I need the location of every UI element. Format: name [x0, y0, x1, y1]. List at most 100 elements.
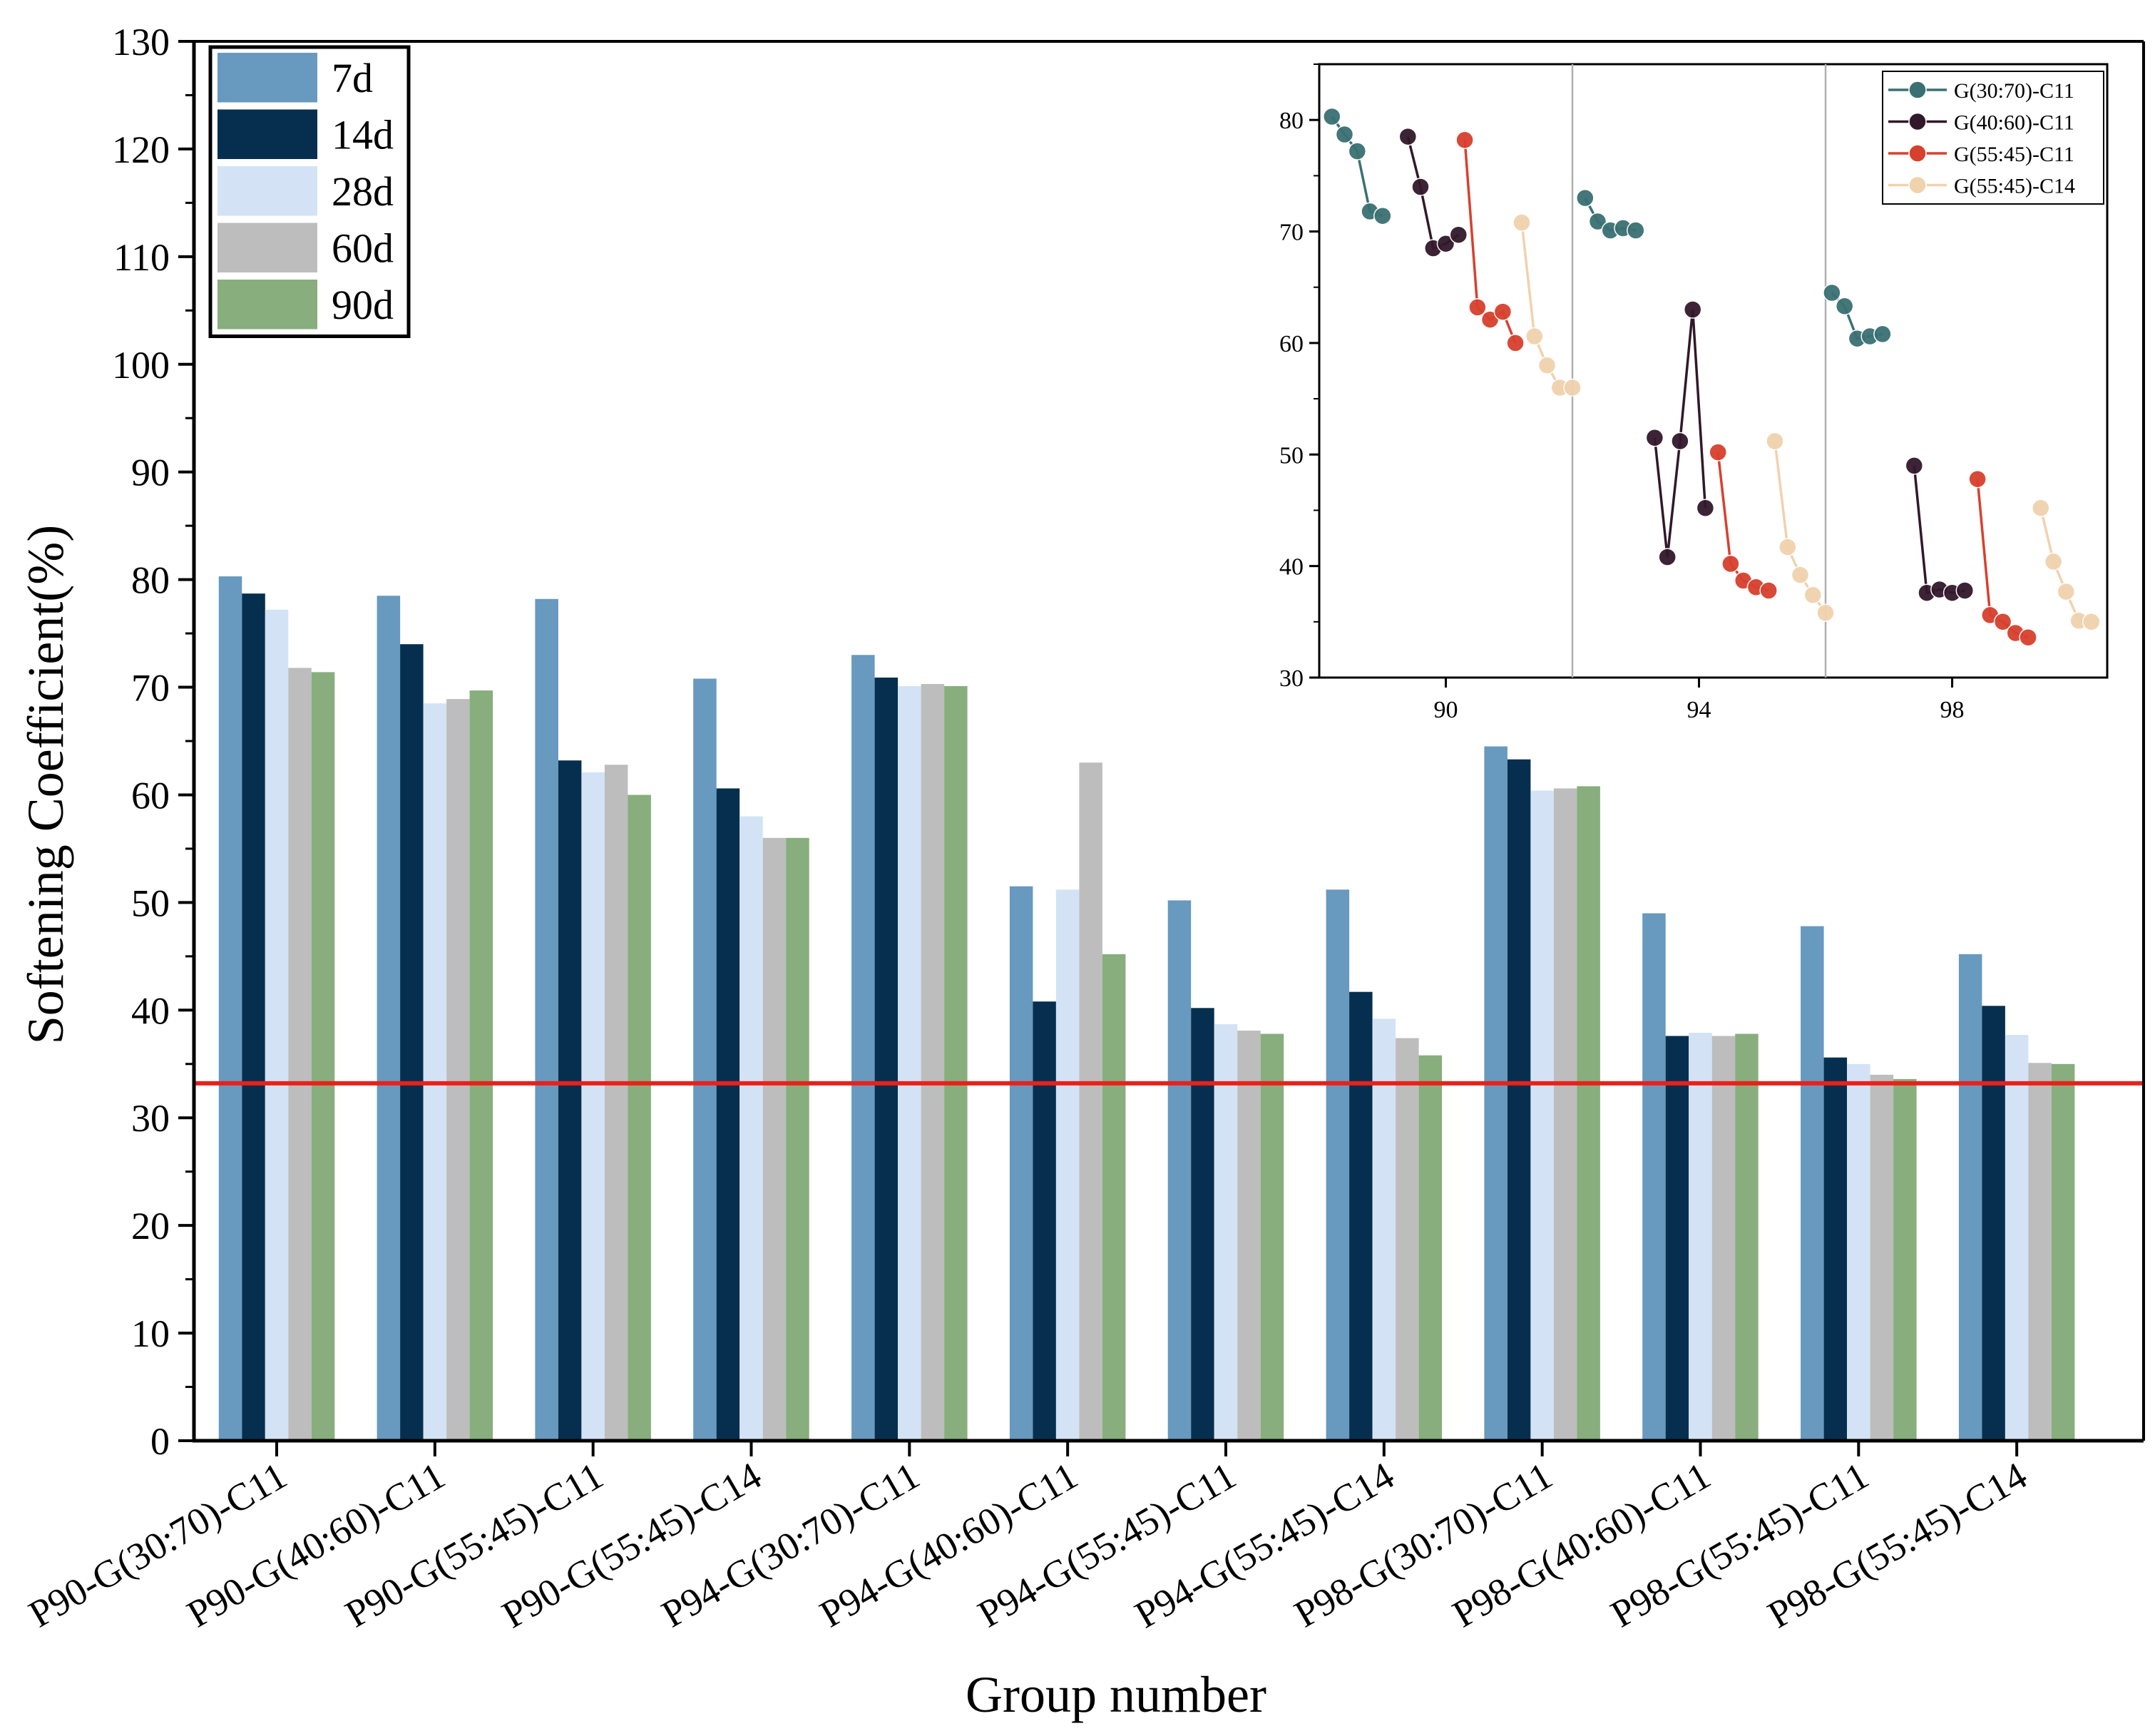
bar-7d-p94-g-55-45-c14 [1326, 889, 1350, 1441]
bar-14d-p94-g-30-70-c11 [874, 678, 899, 1441]
bar-90d-p94-g-40-60-c11 [1102, 954, 1126, 1441]
bar-90d-p98-g-55-45-c14 [2051, 1063, 2075, 1441]
inset-point-g-55-45-c14-4-3 [1537, 356, 1557, 374]
bar-14d-p90-g-40-60-c11 [400, 644, 424, 1441]
bar-60d-p94-g-55-45-c14 [1396, 1038, 1419, 1441]
bar-90d-p90-g-30-70-c11 [311, 672, 335, 1441]
bar-7d-p94-g-55-45-c11 [1167, 900, 1192, 1441]
inset-legend-marker-g-40-60-c11-2 [1908, 112, 1927, 131]
inset-point-g-55-45-c11-11-3 [1993, 613, 2012, 631]
bar-7d-p94-g-40-60-c11 [1009, 886, 1033, 1441]
bar-7d-p94-g-30-70-c11 [851, 655, 875, 1441]
legend-label-90d: 90d [332, 282, 394, 328]
bar-14d-p90-g-55-45-c11 [558, 760, 582, 1441]
inset-point-g-30-70-c11-1-3 [1348, 142, 1367, 160]
inset-legend-marker-g-55-45-c11-3 [1908, 144, 1927, 163]
legend-swatch-7d [217, 53, 317, 103]
bar-14d-p98-g-40-60-c11 [1665, 1036, 1689, 1441]
bar-7d-p98-g-55-45-c14 [1958, 954, 1982, 1441]
bar-90d-p90-g-55-45-c14 [786, 837, 809, 1441]
y-tick-label-110: 110 [113, 236, 170, 279]
x-tick-label-p98-g-30-70-c11: P98-G(30:70)-C11 [1287, 1454, 1560, 1635]
y-tick-label-60: 60 [131, 774, 170, 817]
inset-point-g-40-60-c11-6-3 [1671, 432, 1689, 451]
inset-y-tick-label-40: 40 [1279, 554, 1304, 581]
bar-60d-p90-g-40-60-c11 [446, 699, 470, 1441]
bar-28d-p90-g-30-70-c11 [265, 609, 289, 1441]
bar-90d-p90-g-55-45-c11 [628, 795, 651, 1441]
bar-60d-p98-g-40-60-c11 [1711, 1036, 1736, 1441]
inset-point-g-40-60-c11-6-2 [1658, 548, 1677, 566]
bar-14d-p98-g-30-70-c11 [1507, 759, 1531, 1441]
inset-point-g-30-70-c11-1-1 [1323, 107, 1341, 126]
bar-90d-p94-g-55-45-c11 [1260, 1033, 1284, 1441]
bar-7d-p90-g-30-70-c11 [218, 576, 242, 1441]
inset-point-g-40-60-c11-6-5 [1696, 499, 1715, 518]
inset-point-g-40-60-c11-6-1 [1645, 429, 1664, 447]
y-tick-label-30: 30 [131, 1097, 170, 1140]
inset-legend-marker-g-55-45-c14-4 [1908, 175, 1927, 195]
y-tick-label-100: 100 [112, 344, 170, 387]
bar-14d-p90-g-55-45-c14 [716, 788, 740, 1441]
bar-90d-p94-g-30-70-c11 [944, 686, 968, 1441]
y-tick-label-120: 120 [112, 128, 170, 171]
x-axis-title: Group number [966, 1666, 1266, 1723]
inset-point-g-55-45-c14-8-5 [1816, 603, 1835, 623]
bar-28d-p90-g-55-45-c14 [739, 816, 763, 1441]
bar-28d-p98-g-55-45-c14 [2005, 1035, 2029, 1441]
inset-point-g-55-45-c11-3-5 [1506, 334, 1525, 352]
inset-point-g-40-60-c11-6-4 [1683, 300, 1702, 319]
bar-14d-p94-g-55-45-c11 [1191, 1008, 1214, 1441]
bar-14d-p98-g-55-45-c11 [1823, 1057, 1848, 1441]
x-tick-label-p94-g-55-45-c11: P94-G(55:45)-C11 [971, 1454, 1243, 1635]
bar-60d-p90-g-30-70-c11 [288, 668, 312, 1441]
inset-point-g-55-45-c14-12-3 [2057, 582, 2076, 601]
legend-swatch-14d [217, 109, 317, 159]
inset-plot: 30 40 50 60 70 80 90 94 98 G(30:70)-C11 G(40:60)-… [1279, 63, 2109, 723]
legend-label-14d: 14d [332, 112, 394, 158]
inset-point-g-55-45-c14-12-2 [2044, 552, 2063, 571]
inset-point-g-55-45-c11-7-1 [1709, 443, 1727, 461]
bar-7d-p98-g-40-60-c11 [1642, 913, 1666, 1441]
bar-14d-p94-g-40-60-c11 [1033, 1001, 1056, 1441]
inset-point-g-55-45-c11-3-4 [1493, 302, 1512, 321]
x-tick-label-p90-g-55-45-c14: P90-G(55:45)-C14 [495, 1454, 768, 1636]
bar-60d-p98-g-30-70-c11 [1553, 788, 1577, 1441]
inset-axes: 30 40 50 60 70 80 90 94 98 [1279, 63, 1965, 723]
bar-60d-p90-g-55-45-c11 [604, 765, 628, 1441]
x-tick-label-p90-g-30-70-c11: P90-G(30:70)-C11 [21, 1454, 294, 1635]
inset-y-tick-label-80: 80 [1279, 108, 1304, 134]
inset-legend-marker-g-30-70-c11-1 [1908, 81, 1927, 99]
y-tick-label-90: 90 [131, 451, 170, 494]
x-tick-label-p94-g-30-70-c11: P94-G(30:70)-C11 [655, 1454, 927, 1635]
bar-28d-p94-g-55-45-c14 [1372, 1018, 1396, 1441]
legend-label-28d: 28d [332, 168, 394, 215]
y-tick-label-50: 50 [131, 882, 170, 924]
bar-60d-p98-g-55-45-c11 [1870, 1074, 1894, 1441]
bar-28d-p94-g-40-60-c11 [1055, 889, 1080, 1441]
bar-60d-p98-g-55-45-c14 [2028, 1063, 2052, 1441]
inset-point-g-55-45-c14-12-5 [2082, 613, 2101, 631]
bar-28d-p98-g-30-70-c11 [1530, 790, 1554, 1441]
x-tick-label-p90-g-55-45-c11: P90-G(55:45)-C11 [338, 1454, 610, 1635]
x-tick-label-p98-g-55-45-c14: P98-G(55:45)-C14 [1761, 1454, 2034, 1636]
inset-point-g-30-70-c11-5-1 [1576, 188, 1595, 208]
bar-14d-p94-g-55-45-c14 [1349, 991, 1373, 1441]
inset-point-g-30-70-c11-9-2 [1835, 297, 1854, 316]
bar-90d-p98-g-55-45-c11 [1893, 1078, 1917, 1441]
inset-point-g-55-45-c14-12-1 [2032, 499, 2050, 518]
inset-point-g-55-45-c11-7-2 [1721, 554, 1740, 573]
inset-point-g-30-70-c11-9-5 [1873, 325, 1892, 344]
y-tick-label-0: 0 [150, 1420, 170, 1463]
bar-90d-p94-g-55-45-c14 [1418, 1055, 1443, 1441]
bar-28d-p98-g-55-45-c11 [1847, 1063, 1870, 1441]
bar-28d-p90-g-40-60-c11 [423, 703, 447, 1441]
inset-point-g-30-70-c11-9-1 [1823, 283, 1841, 302]
inset-point-g-55-45-c11-11-1 [1968, 469, 1987, 489]
bar-90d-p98-g-40-60-c11 [1735, 1033, 1759, 1441]
inset-point-g-40-60-c11-2-4 [1436, 234, 1455, 253]
inset-y-tick-label-70: 70 [1279, 220, 1304, 246]
x-tick-label-p94-g-55-45-c14: P94-G(55:45)-C14 [1127, 1454, 1401, 1636]
